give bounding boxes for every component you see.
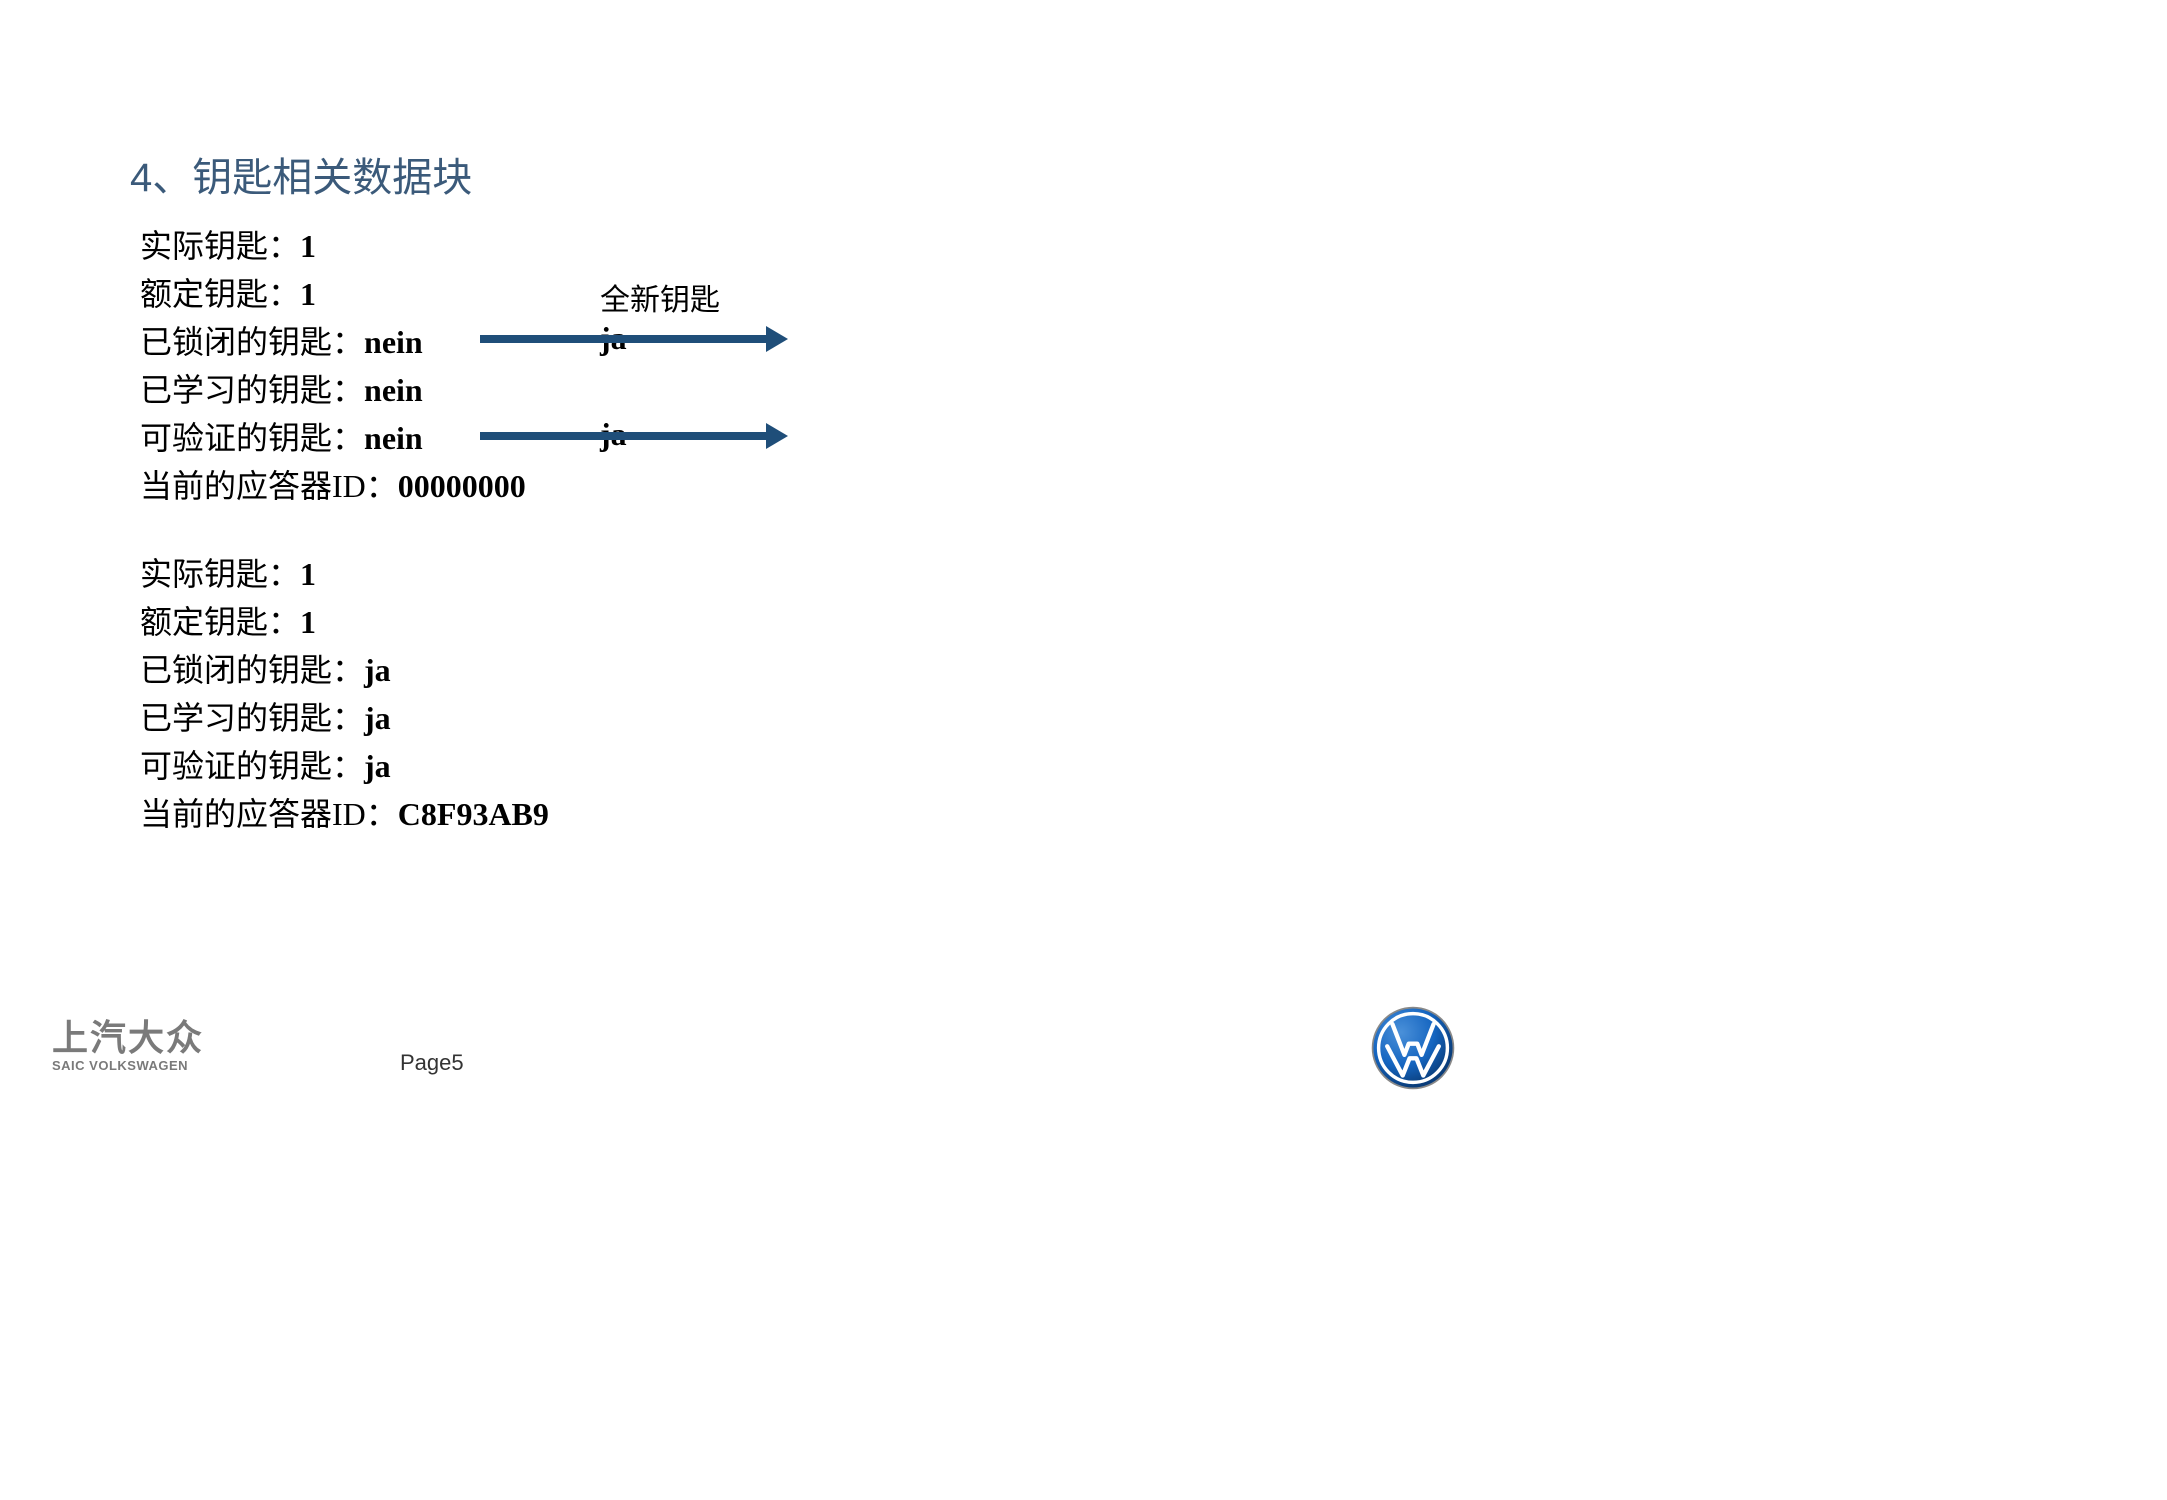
row-transponder-id: 当前的应答器ID：C8F93AB9: [140, 790, 549, 838]
row-actual-key: 实际钥匙：1: [140, 222, 526, 270]
row-transponder-id: 当前的应答器ID：00000000: [140, 462, 526, 510]
logo-cn-text: 上汽大众: [52, 1020, 204, 1056]
page-number: Page5: [400, 1050, 464, 1076]
arrow-1: [480, 335, 770, 343]
right-whitespace: [1500, 0, 2167, 1500]
slide-title: 4、钥匙相关数据块: [130, 145, 472, 203]
row-rated-key: 额定钥匙：1: [140, 598, 549, 646]
vw-logo-icon: [1370, 1005, 1456, 1091]
arrow-2: [480, 432, 770, 440]
key-data-block-2: 实际钥匙：1 额定钥匙：1 已锁闭的钥匙：ja 已学习的钥匙：ja 可验证的钥匙…: [140, 550, 549, 838]
logo-en-text: SAIC VOLKSWAGEN: [52, 1058, 204, 1073]
annotation-new-key: 全新钥匙: [600, 275, 720, 319]
row-locked-key: 已锁闭的钥匙：ja: [140, 646, 549, 694]
row-actual-key: 实际钥匙：1: [140, 550, 549, 598]
key-data-block-1: 实际钥匙：1 额定钥匙：1 已锁闭的钥匙：nein 已学习的钥匙：nein 可验…: [140, 222, 526, 510]
saic-vw-logo: 上汽大众 SAIC VOLKSWAGEN: [52, 1020, 204, 1073]
row-learned-key: 已学习的钥匙：nein: [140, 366, 526, 414]
row-learned-key: 已学习的钥匙：ja: [140, 694, 549, 742]
row-locked-key: 已锁闭的钥匙：nein: [140, 318, 526, 366]
row-verifiable-key: 可验证的钥匙：ja: [140, 742, 549, 790]
row-rated-key: 额定钥匙：1: [140, 270, 526, 318]
slide-content: 4、钥匙相关数据块 实际钥匙：1 额定钥匙：1 已锁闭的钥匙：nein 已学习的…: [0, 0, 1500, 1125]
row-verifiable-key: 可验证的钥匙：nein: [140, 414, 526, 462]
